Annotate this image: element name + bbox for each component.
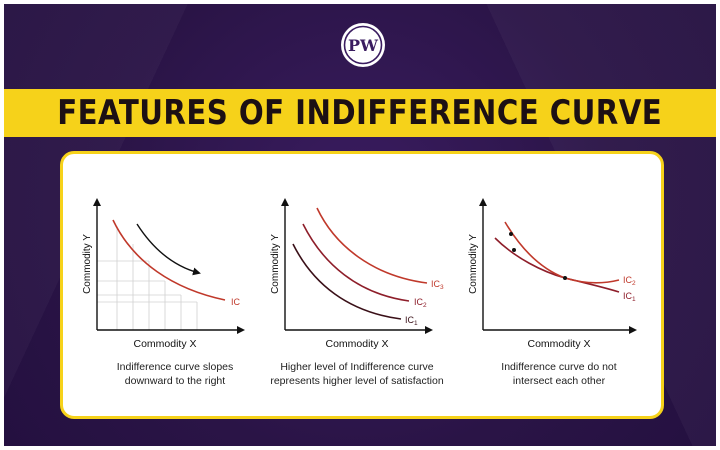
title-banner: FEATURES OF INDIFFERENCE CURVE	[4, 89, 716, 137]
y-axis-label: Commodity Y	[82, 234, 93, 294]
y-axis-label: Commodity Y	[270, 234, 281, 294]
caption-slope: Indifference curve slopes downward to th…	[75, 360, 275, 388]
caption-no-intersect: Indifference curve do not intersect each…	[459, 360, 659, 388]
point-marker	[509, 232, 513, 236]
x-axis-label: Commodity X	[527, 338, 590, 350]
diagrams-svg: IC Commodity Y Commodity X IC3 IC2 IC1 C…	[82, 198, 637, 350]
panel-no-intersect: IC2 IC1 Commodity Y Commodity X	[468, 198, 637, 350]
y-axis-label: Commodity Y	[468, 234, 479, 294]
page-title: FEATURES OF INDIFFERENCE CURVE	[57, 93, 663, 133]
curve-ic1	[292, 243, 402, 320]
infographic: PW FEATURES OF INDIFFERENCE CURVE	[4, 4, 716, 446]
panel-higher-level: IC3 IC2 IC1 Commodity Y Commodity X	[270, 198, 444, 350]
point-marker	[512, 248, 516, 252]
slope-arrow-icon	[136, 223, 201, 276]
grid-lines	[97, 226, 198, 330]
curve-label-ic1: IC1	[405, 315, 418, 327]
pw-logo: PW	[341, 23, 385, 67]
curve-label-ic2: IC2	[414, 297, 427, 309]
indifference-curve	[112, 219, 226, 301]
caption-line: represents higher level of satisfaction	[270, 375, 444, 387]
curve-ic2	[302, 223, 410, 302]
caption-higher-level: Higher level of Indifference curve repre…	[257, 360, 457, 388]
diagram-card: IC Commodity Y Commodity X IC3 IC2 IC1 C…	[60, 151, 664, 419]
caption-line: Higher level of Indifference curve	[280, 361, 434, 373]
caption-line: intersect each other	[512, 375, 606, 387]
curve-ic3	[316, 207, 428, 284]
pw-logo-icon: PW	[343, 25, 383, 65]
curve-ic1	[494, 237, 620, 293]
curve-label: IC	[231, 297, 241, 307]
curve-label-ic1: IC1	[623, 291, 636, 303]
x-axis-label: Commodity X	[325, 338, 388, 350]
curve-ic2	[504, 221, 620, 284]
caption-line: downward to the right	[124, 375, 226, 387]
intersection-point	[563, 276, 567, 280]
x-axis-label: Commodity X	[133, 338, 196, 350]
caption-line: Indifference curve slopes	[116, 361, 234, 373]
curve-label-ic2: IC2	[623, 275, 636, 287]
panel-slope: IC Commodity Y Commodity X	[82, 198, 245, 350]
logo-text: PW	[348, 36, 379, 55]
caption-line: Indifference curve do not	[501, 361, 617, 373]
curve-label-ic3: IC3	[431, 279, 444, 291]
